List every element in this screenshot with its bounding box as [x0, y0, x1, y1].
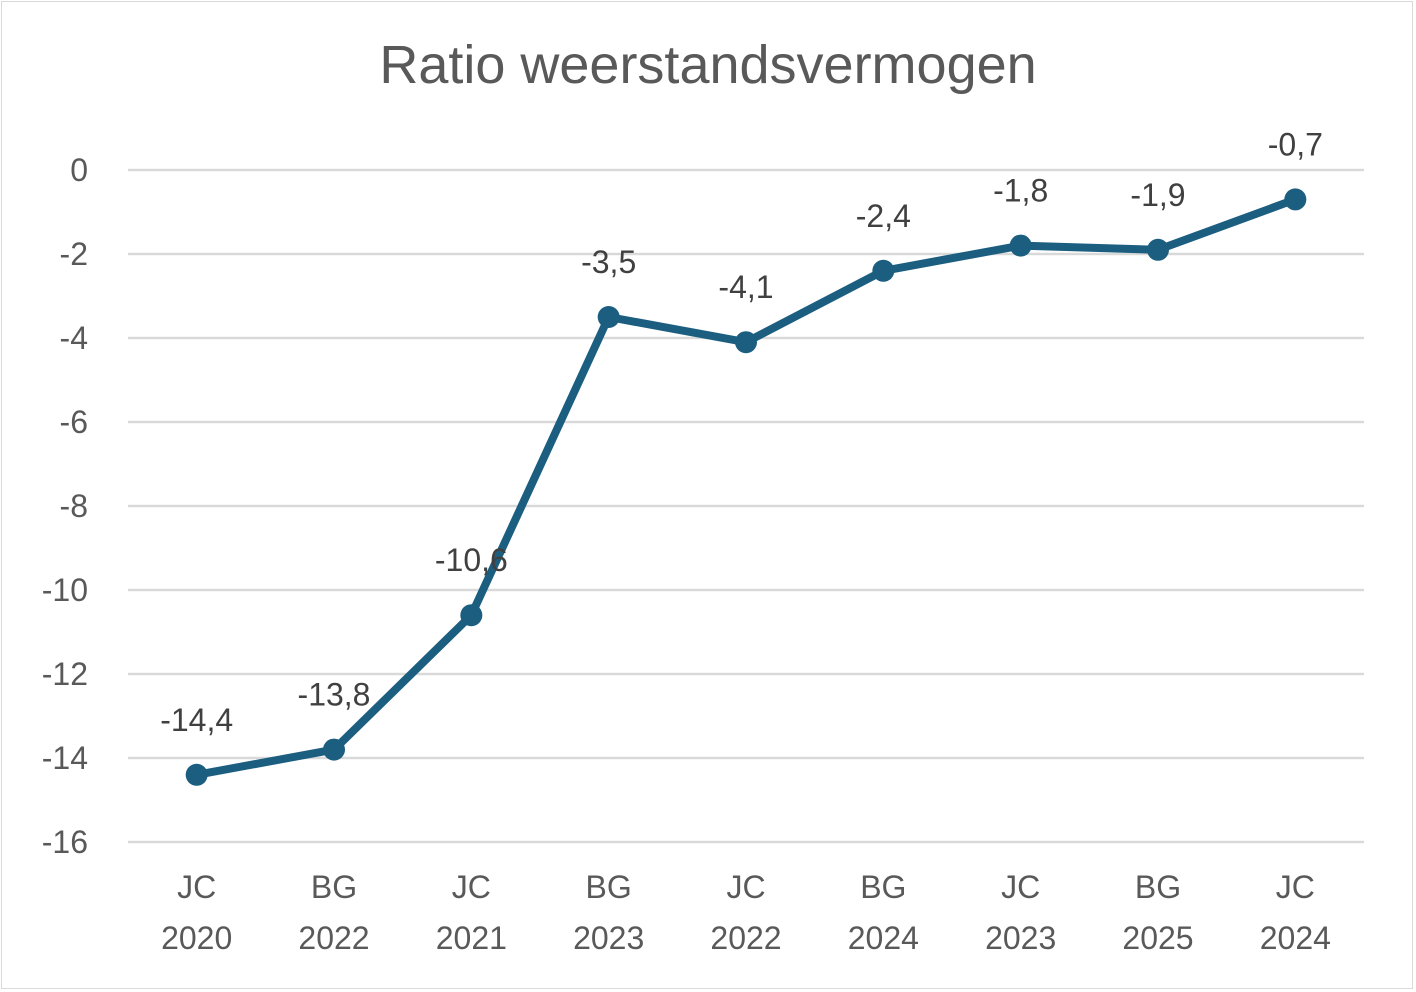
- data-label: -0,7: [1268, 126, 1323, 162]
- y-tick-label: -12: [42, 656, 88, 692]
- y-tick-label: -8: [60, 488, 88, 524]
- x-tick-label: BG 2024: [848, 869, 919, 956]
- x-axis-ticks: JC 2020 BG 2022 JC 2021 BG 2023 JC 2022 BG 2024 JC 20…: [161, 869, 1331, 956]
- y-tick-label: -6: [60, 404, 88, 440]
- y-tick-label: -16: [42, 824, 88, 860]
- data-point: [735, 331, 757, 354]
- data-label: -1,9: [1130, 177, 1185, 213]
- x-tick-label: JC 2024: [1260, 869, 1331, 956]
- data-label: -1,8: [993, 173, 1048, 209]
- data-labels: -14,4 -13,8 -10,6 -3,5 -4,1 -2,4 -1,8 -1,9 -0,7: [160, 126, 1323, 737]
- y-tick-label: -14: [42, 740, 88, 776]
- data-point: [597, 306, 620, 328]
- data-point: [872, 259, 895, 282]
- data-label: -13,8: [298, 677, 371, 713]
- y-tick-label: 0: [70, 152, 88, 188]
- y-tick-label: -10: [42, 572, 88, 608]
- data-point: [1284, 188, 1307, 211]
- data-label: -4,1: [718, 269, 773, 305]
- data-point: [460, 604, 483, 627]
- chart-title: Ratio weerstandsvermogen: [379, 35, 1037, 95]
- y-tick-label: -4: [60, 320, 88, 356]
- data-label: -2,4: [856, 198, 911, 234]
- x-tick-label: JC 2023: [985, 869, 1056, 956]
- data-point: [1147, 238, 1169, 261]
- x-tick-label: BG 2025: [1122, 869, 1193, 956]
- data-point: [185, 763, 208, 786]
- data-label: -10,6: [435, 542, 508, 578]
- data-point: [323, 738, 345, 761]
- data-point: [1009, 234, 1032, 257]
- x-tick-label: JC 2020: [161, 869, 232, 956]
- y-axis-ticks: 0 -2 -4 -6 -8 -10 -12 -14 -16: [42, 152, 88, 860]
- x-tick-label: BG 2023: [573, 869, 644, 956]
- series-group: [185, 188, 1307, 786]
- x-tick-label: BG 2022: [298, 869, 369, 956]
- x-tick-label: JC 2021: [436, 869, 507, 956]
- y-tick-label: -2: [60, 236, 88, 272]
- x-tick-label: JC 2022: [710, 869, 781, 956]
- data-label: -14,4: [160, 702, 233, 738]
- data-label: -3,5: [581, 244, 636, 280]
